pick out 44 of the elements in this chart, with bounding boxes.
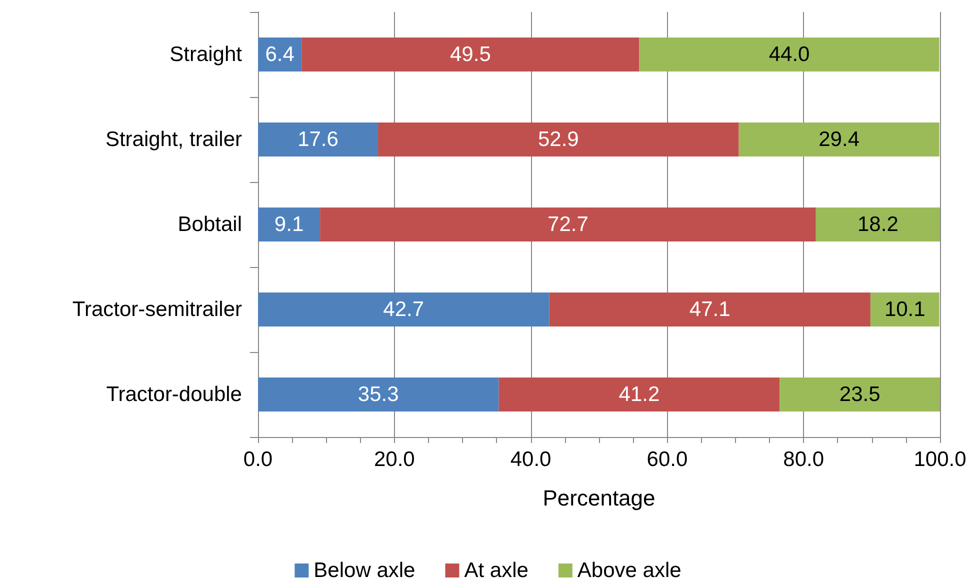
data-label: 35.3: [358, 383, 399, 406]
y-tick-label: Tractor-semitrailer: [72, 298, 242, 321]
bar: [258, 378, 499, 412]
bar: [780, 378, 940, 412]
x-tick-label: 0.0: [243, 448, 273, 471]
x-tick-label: 20.0: [374, 448, 415, 471]
x-tick-label: 40.0: [510, 448, 552, 471]
data-label: 9.1: [274, 213, 304, 236]
data-label: 41.2: [618, 383, 660, 406]
data-label: 23.5: [839, 383, 880, 406]
y-tick-label: Tractor-double: [106, 383, 242, 406]
bar: [302, 38, 640, 72]
legend-label: Above axle: [577, 559, 682, 582]
data-label: 6.4: [265, 43, 295, 66]
bar: [258, 122, 378, 156]
data-label: 17.6: [298, 128, 338, 151]
bar: [870, 292, 940, 326]
legend-label: At axle: [464, 559, 528, 582]
bar: [639, 38, 940, 72]
data-label: 72.7: [548, 213, 588, 236]
bar: [549, 292, 870, 326]
bar: [258, 208, 320, 242]
x-tick-label: 100.0: [914, 448, 966, 471]
bar: [320, 208, 816, 242]
data-label: 52.9: [538, 128, 579, 151]
bar: [498, 378, 780, 412]
bar: [258, 292, 550, 326]
data-label: 10.1: [884, 298, 926, 321]
y-tick-label: Straight, trailer: [105, 128, 242, 151]
legend-label: Below axle: [314, 559, 416, 582]
data-label: 42.7: [383, 298, 424, 321]
bar: [816, 208, 940, 242]
data-label: 44.0: [768, 43, 810, 66]
x-tick-label: 60.0: [646, 448, 688, 471]
x-tick-label: 80.0: [783, 448, 824, 471]
data-label: 47.1: [689, 298, 730, 321]
y-tick-label: Bobtail: [178, 213, 242, 236]
bar: [738, 122, 940, 156]
x-axis-title: Percentage: [542, 486, 656, 510]
data-label: 49.5: [450, 43, 491, 66]
data-label: 29.4: [818, 128, 860, 151]
bar: [378, 122, 739, 156]
y-tick-label: Straight: [170, 43, 242, 66]
data-label: 18.2: [858, 213, 898, 236]
